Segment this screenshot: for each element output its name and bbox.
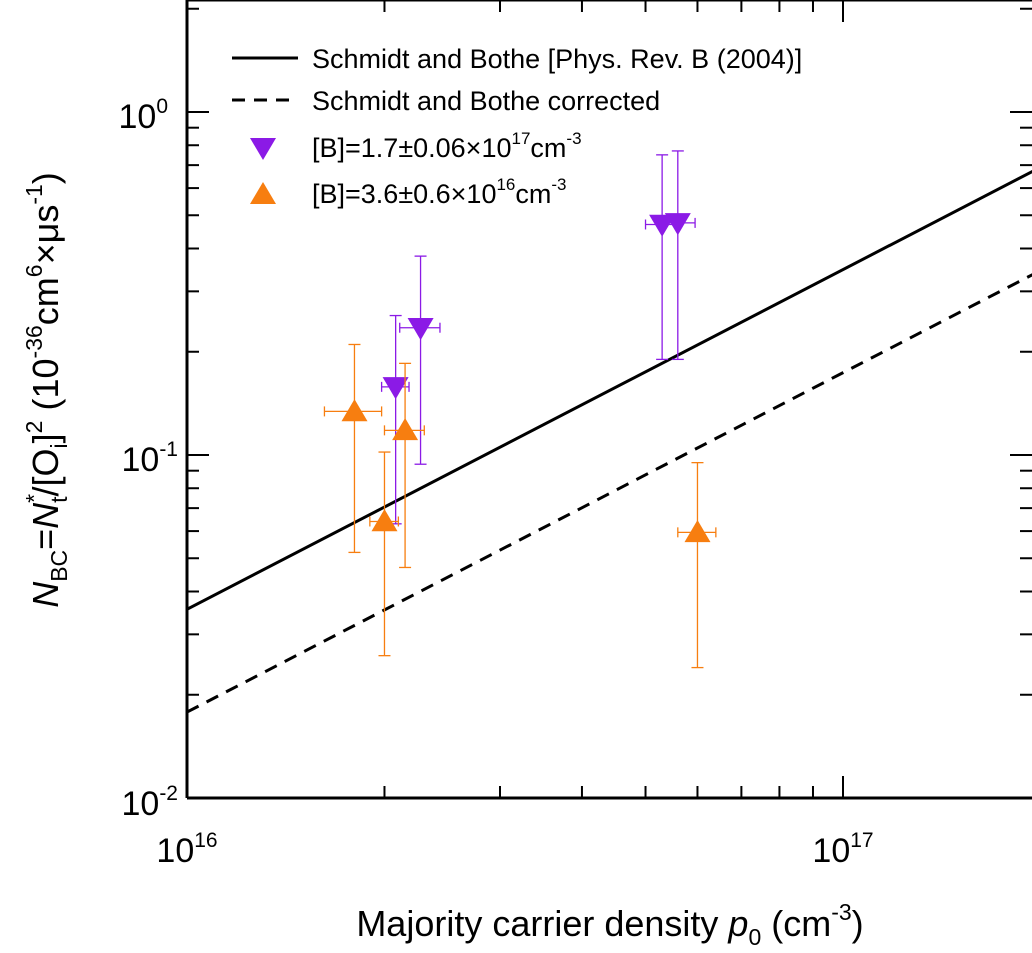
error-bar xyxy=(644,154,679,361)
y-tick-label-0: 100 xyxy=(118,95,168,136)
x-tick-label-17: 1017 xyxy=(812,829,873,870)
data-point-triangle-down xyxy=(407,318,434,341)
solid-reference-line xyxy=(187,170,1032,611)
error-bar xyxy=(658,150,696,361)
data-series xyxy=(323,150,717,669)
data-point-triangle-down xyxy=(649,214,676,237)
error-bar xyxy=(383,362,425,569)
legend-label-series-2: [B]=3.6±0.6×1016cm-3 xyxy=(312,175,567,209)
legend-label-dashed-line: Schmidt and Bothe corrected xyxy=(312,86,660,116)
x-axis-title: Majority carrier density p0 (cm-3) xyxy=(356,899,863,950)
data-point-triangle-up xyxy=(371,509,398,532)
y-tick-label-minus2: 10-2 xyxy=(121,782,178,823)
legend-label-solid-line: Schmidt and Bothe [Phys. Rev. B (2004)] xyxy=(312,44,802,74)
reference-lines xyxy=(187,170,1032,714)
x-tick-label-16: 1016 xyxy=(156,829,217,870)
data-point-triangle-up xyxy=(341,399,368,422)
error-bar xyxy=(369,451,400,657)
legend: Schmidt and Bothe [Phys. Rev. B (2004)] … xyxy=(232,44,802,209)
error-bar xyxy=(399,255,441,465)
series-2 xyxy=(323,343,717,669)
series-1 xyxy=(380,150,696,525)
legend-marker-triangle-down xyxy=(250,138,276,160)
data-point-triangle-up xyxy=(684,520,711,543)
data-point-triangle-up xyxy=(392,418,419,441)
dashed-reference-line xyxy=(187,273,1032,714)
legend-marker-triangle-up xyxy=(250,182,276,204)
legend-label-series-1: [B]=1.7±0.06×1017cm-3 xyxy=(312,129,582,163)
y-tick-label-minus1: 10-1 xyxy=(121,438,178,479)
data-point-triangle-down xyxy=(382,377,409,400)
axis-ticks xyxy=(186,0,1032,799)
y-axis-title: NBC=N*t/[Oi]2 (10-36cm6×μs-1) xyxy=(21,172,72,608)
error-bar xyxy=(677,461,717,669)
data-point-triangle-down xyxy=(664,213,691,236)
